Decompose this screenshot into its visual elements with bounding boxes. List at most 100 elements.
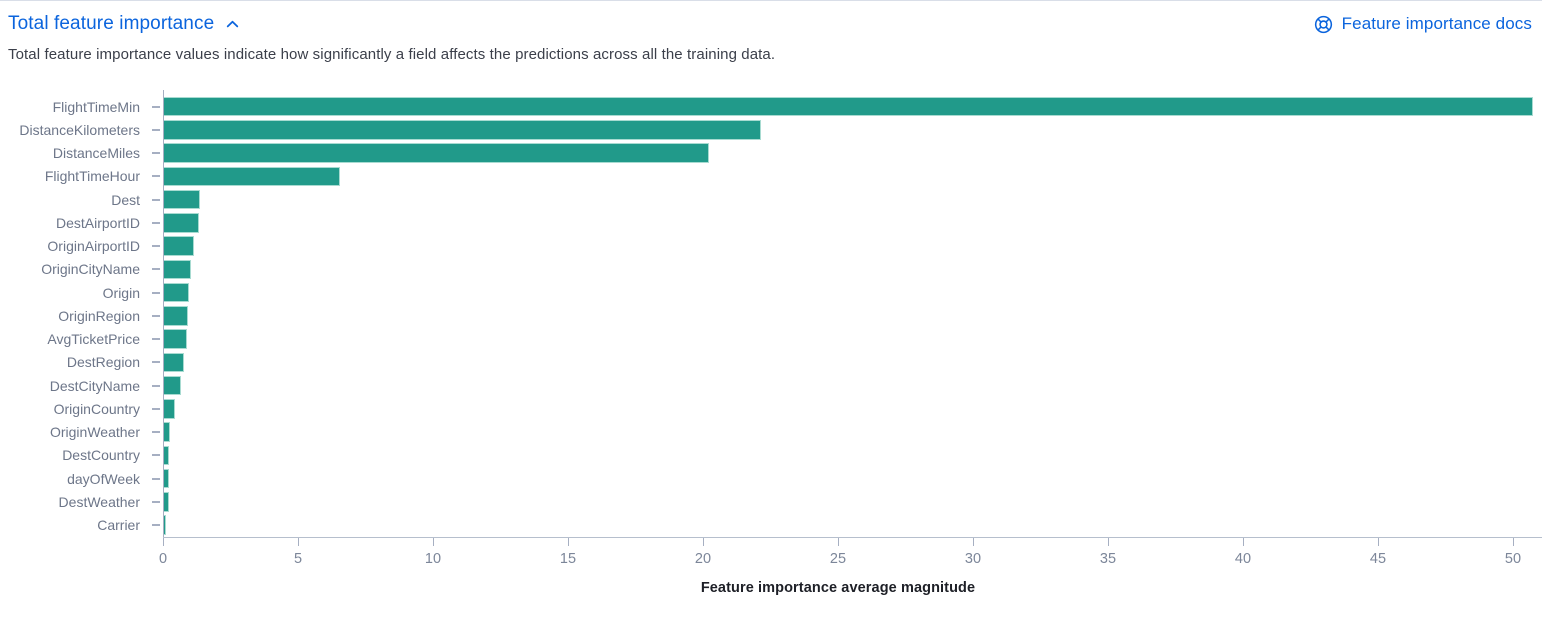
- y-tick-mark: [152, 128, 160, 131]
- category-label: DestWeather: [58, 493, 140, 510]
- x-tick-label: 50: [1504, 550, 1522, 567]
- bar[interactable]: [164, 399, 175, 419]
- bar-row: OriginCountry: [0, 397, 1542, 421]
- category-label: dayOfWeek: [67, 470, 140, 487]
- bar[interactable]: [164, 96, 1533, 117]
- bar-row: dayOfWeek: [0, 467, 1542, 491]
- section-description: Total feature importance values indicate…: [8, 46, 776, 63]
- bar[interactable]: [164, 189, 201, 210]
- y-tick-mark: [152, 245, 160, 248]
- bar-row: OriginCityName: [0, 257, 1542, 281]
- chevron-up-icon: [224, 16, 241, 33]
- x-tick-label: 15: [559, 550, 577, 567]
- category-label: OriginRegion: [58, 307, 140, 324]
- plot-cell: [163, 141, 1542, 165]
- plot-cell: [163, 95, 1542, 119]
- bar-row: DestCountry: [0, 443, 1542, 467]
- y-tick-mark: [152, 361, 160, 364]
- feature-importance-docs-link[interactable]: Feature importance docs: [1314, 14, 1532, 34]
- x-tick-mark: [1378, 537, 1379, 546]
- plot-cell: [163, 467, 1542, 491]
- plot-cell: [163, 164, 1542, 188]
- bar-row: OriginWeather: [0, 420, 1542, 444]
- bar[interactable]: [164, 515, 166, 535]
- category-label: DestRegion: [66, 354, 140, 371]
- plot-cell: [163, 281, 1542, 305]
- x-tick-mark: [163, 537, 164, 546]
- plot-cell: [163, 304, 1542, 328]
- bar[interactable]: [164, 375, 181, 396]
- bar[interactable]: [164, 236, 194, 256]
- help-lifebuoy-icon: [1314, 15, 1333, 34]
- y-tick-mark: [152, 105, 160, 108]
- x-tick-mark: [568, 537, 569, 546]
- x-tick-mark: [703, 537, 704, 546]
- x-tick-mark: [973, 537, 974, 546]
- x-tick-mark: [1243, 537, 1244, 546]
- bar[interactable]: [164, 282, 190, 303]
- docs-link-label: Feature importance docs: [1341, 14, 1532, 33]
- bar-row: AvgTicketPrice: [0, 327, 1542, 351]
- category-label: OriginAirportID: [47, 238, 140, 255]
- bar[interactable]: [164, 329, 187, 349]
- feature-importance-bar-chart: FlightTimeMin DistanceKilometers DistanceM…: [0, 90, 1542, 596]
- category-label: Carrier: [97, 517, 140, 534]
- bar[interactable]: [164, 120, 761, 140]
- bar[interactable]: [164, 166, 340, 187]
- x-tick-mark: [433, 537, 434, 546]
- panel-header: Total feature importance Feature importa…: [0, 1, 1542, 35]
- category-label: OriginCityName: [41, 261, 140, 278]
- bar[interactable]: [164, 445, 169, 466]
- plot-cell: [163, 327, 1542, 351]
- bar[interactable]: [164, 422, 170, 442]
- category-label: DestCountry: [62, 447, 140, 464]
- bar-row: Origin: [0, 281, 1542, 305]
- y-axis-line-cap: [163, 90, 164, 95]
- y-tick-mark: [152, 268, 160, 271]
- bar-row: DistanceKilometers: [0, 118, 1542, 142]
- bar-rows: FlightTimeMin DistanceKilometers DistanceM…: [0, 95, 1542, 537]
- bar-row: FlightTimeMin: [0, 95, 1542, 119]
- plot-cell: [163, 513, 1542, 537]
- bar[interactable]: [164, 492, 169, 512]
- x-axis-title: Feature importance average magnitude: [700, 579, 976, 596]
- category-label: DistanceMiles: [52, 145, 140, 162]
- bar[interactable]: [164, 306, 188, 326]
- bar-row: DestAirportID: [0, 211, 1542, 235]
- category-label: Dest: [111, 191, 140, 208]
- category-label: OriginCountry: [53, 400, 140, 417]
- plot-cell: [163, 443, 1542, 467]
- y-tick-mark: [152, 291, 160, 294]
- bar[interactable]: [164, 352, 184, 373]
- bar-row: Carrier: [0, 513, 1542, 537]
- y-tick-mark: [152, 338, 160, 341]
- bar[interactable]: [164, 259, 191, 280]
- x-tick-label: 30: [964, 550, 982, 567]
- total-feature-importance-accordion-toggle[interactable]: Total feature importance: [8, 13, 241, 35]
- x-tick-label: 40: [1234, 550, 1252, 567]
- y-tick-mark: [152, 454, 160, 457]
- plot-cell: [163, 350, 1542, 374]
- category-label: DestCityName: [49, 377, 140, 394]
- bar-row: DestRegion: [0, 350, 1542, 374]
- y-tick-mark: [152, 477, 160, 480]
- category-label: DestAirportID: [55, 214, 140, 231]
- plot-cell: [163, 397, 1542, 421]
- bar-row: Dest: [0, 188, 1542, 212]
- x-tick-label: 45: [1369, 550, 1387, 567]
- bar-row: DistanceMiles: [0, 141, 1542, 165]
- bar[interactable]: [164, 143, 710, 163]
- y-tick-mark: [152, 407, 160, 410]
- bar[interactable]: [164, 213, 200, 233]
- x-tick-mark: [1513, 537, 1514, 546]
- y-tick-mark: [152, 198, 160, 201]
- plot-cell: [163, 188, 1542, 212]
- category-label: DistanceKilometers: [19, 121, 140, 138]
- y-tick-mark: [152, 384, 160, 387]
- y-tick-mark: [152, 152, 160, 155]
- plot-cell: [163, 118, 1542, 142]
- plot-cell: [163, 234, 1542, 258]
- bar[interactable]: [164, 468, 170, 489]
- y-tick-mark: [152, 500, 160, 503]
- x-tick-mark: [838, 537, 839, 546]
